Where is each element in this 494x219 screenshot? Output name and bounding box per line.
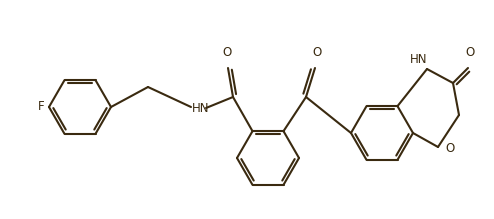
Text: HN: HN [192, 101, 209, 115]
Text: O: O [222, 46, 232, 59]
Text: O: O [312, 46, 322, 59]
Text: F: F [38, 101, 44, 113]
Text: O: O [465, 46, 475, 59]
Text: O: O [445, 143, 454, 155]
Text: HN: HN [410, 53, 427, 66]
